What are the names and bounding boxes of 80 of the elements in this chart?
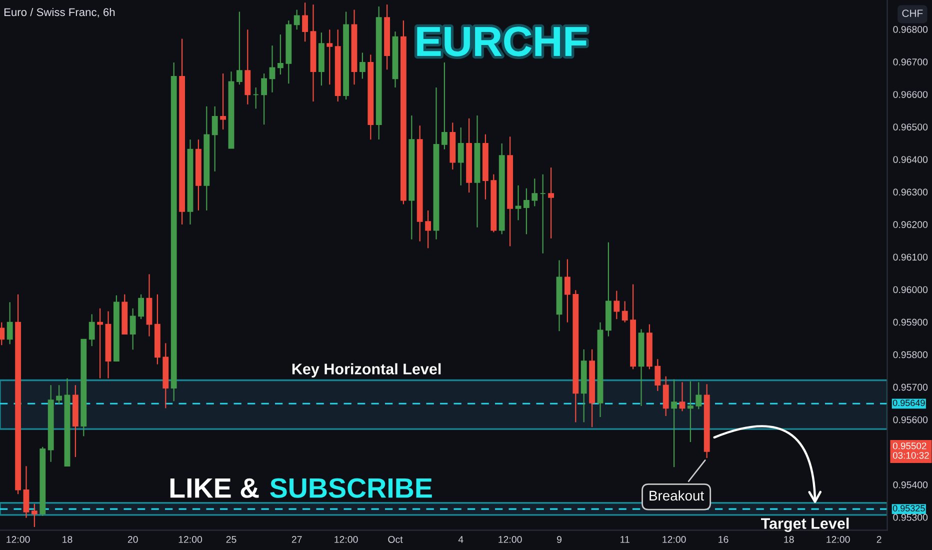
candlestick: [671, 378, 678, 468]
x-tick-label: 12:00: [178, 536, 202, 543]
candlestick: [236, 11, 242, 86]
candlestick: [277, 34, 284, 76]
candlestick: [302, 2, 308, 42]
y-tick-label: 0.96600: [893, 91, 928, 98]
x-tick-label: 11: [620, 536, 630, 543]
candlestick: [564, 258, 570, 323]
candlestick: [679, 382, 686, 412]
candlestick: [425, 210, 432, 249]
y-tick-label: 0.95400: [893, 481, 928, 488]
annotation: Key Horizontal Level: [292, 363, 441, 378]
x-tick-label: 9: [557, 536, 562, 543]
x-tick-label: 18: [62, 536, 72, 543]
candlestick: [31, 503, 38, 528]
candlestick: [97, 308, 104, 379]
candlestick: [294, 9, 300, 30]
candlestick: [220, 72, 226, 130]
y-tick-label: 0.95600: [893, 416, 928, 424]
candlestick: [6, 302, 13, 345]
y-tick-label: 0.96700: [893, 58, 928, 66]
candlestick: [654, 358, 661, 392]
candlestick: [540, 174, 546, 254]
x-tick-label: 2: [876, 536, 882, 543]
candlestick: [269, 44, 276, 93]
x-tick-label: 12:00: [6, 536, 30, 543]
y-tick-label: 0.96300: [893, 188, 928, 196]
y-tick-label: 0.96800: [893, 26, 928, 33]
candlestick: [0, 322, 5, 346]
candlestick: [687, 380, 694, 443]
candlestick: [359, 52, 366, 80]
text: Euro / Swiss Franc, 6h: [4, 8, 115, 18]
x-tick-label: 16: [718, 536, 728, 543]
candlestick: [138, 294, 144, 320]
annotation: SUBSCRIBE: [270, 478, 432, 498]
y-tick-label: 0.95300: [893, 514, 928, 521]
candlestick: [261, 72, 268, 126]
x-tick-label: 25: [226, 536, 236, 543]
x-tick-label: 20: [128, 536, 138, 543]
y-tick-label: 0.95700: [893, 384, 928, 391]
x-tick-label: 12:00: [334, 536, 358, 543]
annotation: Target Level: [761, 518, 849, 532]
candlestick: [515, 184, 522, 221]
annotation: Breakout: [650, 490, 704, 501]
y-tick-label: 0.96000: [893, 286, 928, 294]
candlestick: [532, 178, 538, 207]
candlestick: [441, 62, 448, 150]
candlestick: [252, 86, 259, 110]
x-tick-label: 12:00: [826, 536, 850, 543]
candlestick: [614, 290, 620, 320]
candlestick: [696, 382, 702, 410]
x-tick-label: 12:00: [498, 536, 522, 543]
candlestick: [212, 106, 218, 172]
candlestick: [622, 300, 628, 323]
candlestick: [56, 384, 62, 405]
ref-line-label: 0.95325: [892, 505, 925, 512]
y-tick-label: 0.96400: [893, 156, 928, 164]
y-tick-label: 0.95900: [893, 318, 928, 326]
annotation: 0.95502 03:10:32: [892, 442, 929, 459]
x-tick-label: 4: [458, 536, 464, 543]
x-tick-label: 27: [292, 536, 302, 543]
candlestick: [326, 29, 333, 86]
candlestick: [662, 376, 669, 417]
candlestick: [88, 314, 95, 347]
candlestick: [23, 466, 30, 518]
y-tick-label: 0.96100: [893, 254, 928, 261]
x-tick-label: 12:00: [662, 536, 686, 543]
candlestick: [130, 308, 136, 350]
ref-line-label: 0.95649: [892, 400, 925, 406]
y-tick-label: 0.95800: [893, 351, 928, 358]
candlestick: [458, 126, 464, 186]
y-tick-label: 0.96200: [893, 221, 928, 228]
chart-title: EURCHF: [417, 26, 587, 56]
x-tick-label: 18: [784, 536, 794, 543]
annotation: LIKE &: [170, 478, 259, 498]
candlestick: [523, 188, 530, 235]
text: CHF: [902, 10, 923, 17]
candlestick: [548, 166, 554, 239]
y-tick-label: 0.96500: [893, 124, 928, 130]
x-tick-label: Oct: [388, 536, 403, 543]
